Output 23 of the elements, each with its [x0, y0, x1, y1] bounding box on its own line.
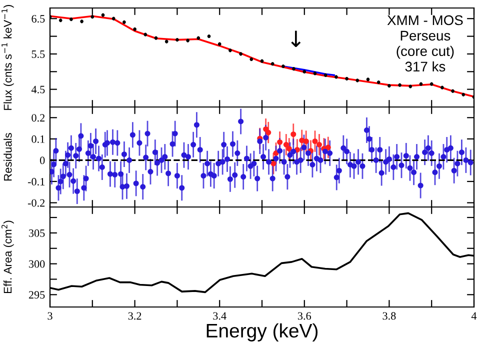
y-tick-label: 4.5	[31, 86, 45, 94]
x-tick-label: 3.8	[382, 312, 396, 320]
x-axis-title: Energy (keV)	[206, 323, 318, 342]
y-tick-label: 0.2	[32, 114, 45, 122]
annotation: ↓	[291, 30, 301, 48]
y-tick-label: 295	[28, 291, 45, 299]
y-tick-label: -0.2	[28, 199, 45, 207]
y-tick-label: 300	[29, 260, 45, 268]
y-tick-label: 0.1	[32, 135, 44, 143]
annotation: XMM - MOS Perseus (core cut) 317 ks	[387, 15, 463, 72]
x-tick-label: 3.4	[213, 312, 226, 320]
y-axis-title: Eff. Area (cm$^{2}$)	[2, 220, 14, 294]
y-tick-label: 305	[29, 229, 45, 237]
x-tick-label: 3	[48, 312, 52, 320]
y-axis-title: Residuals	[4, 133, 12, 180]
y-tick-label: 6.5	[32, 15, 45, 23]
y-axis-title: Flux (cnts s$^{−1}$ keV$^{−1}$)	[2, 4, 14, 110]
y-tick-label: 5.5	[32, 50, 45, 58]
x-tick-label: 3.6	[298, 312, 312, 320]
x-tick-label: 4	[471, 312, 477, 320]
x-tick-label: 3.2	[128, 312, 142, 320]
y-tick-label: -0.1	[28, 178, 44, 186]
y-tick-label: 0	[40, 156, 45, 164]
